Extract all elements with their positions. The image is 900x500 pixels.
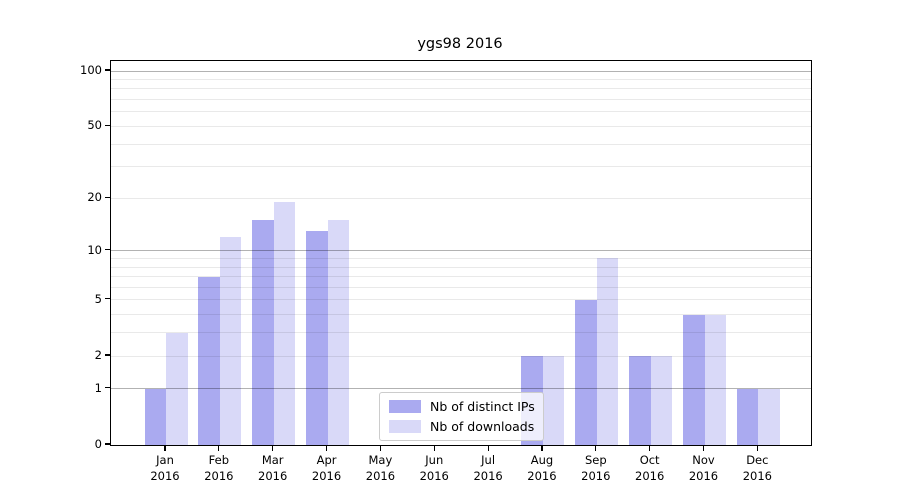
bar-distinct-ips xyxy=(575,299,597,445)
x-tick-month: Oct xyxy=(639,453,660,467)
y-tick-label: 100 xyxy=(80,63,102,78)
x-tick-mark xyxy=(433,445,435,451)
x-tick-mark xyxy=(541,445,543,451)
legend-swatch-distinct-ips xyxy=(389,400,421,413)
x-tick-mark xyxy=(649,445,651,451)
chart-title: ygs98 2016 xyxy=(417,36,503,52)
bars-layer xyxy=(111,61,811,445)
x-tick-mark xyxy=(487,445,489,451)
x-tick-label: Jun 2016 xyxy=(406,453,462,484)
x-tick-mark xyxy=(702,445,705,451)
y-tick-mark xyxy=(104,69,110,71)
x-tick-year: 2016 xyxy=(311,468,342,483)
y-tick-label: 10 xyxy=(87,242,102,257)
legend-swatch-downloads xyxy=(389,420,421,433)
x-tick-month: Jan xyxy=(156,453,174,467)
bar-downloads xyxy=(219,237,242,445)
x-tick-month: Feb xyxy=(208,453,230,467)
legend: Nb of distinct IPs Nb of downloads xyxy=(379,392,544,441)
x-tick-year: 2016 xyxy=(688,468,719,483)
y-tick-mark xyxy=(104,443,110,445)
bar-downloads xyxy=(596,258,619,445)
x-tick-mark xyxy=(164,445,166,451)
x-tick-label: Jan 2016 xyxy=(137,453,193,484)
x-tick-year: 2016 xyxy=(635,468,665,483)
x-tick-month: Jul xyxy=(481,453,496,467)
y-tick-mark xyxy=(104,124,110,127)
x-tick-year: 2016 xyxy=(150,468,180,483)
x-tick-label: Mar 2016 xyxy=(245,453,301,484)
x-tick-label: Oct 2016 xyxy=(622,453,678,484)
x-tick-month: Apr xyxy=(316,453,337,467)
x-tick-year: 2016 xyxy=(473,468,503,483)
y-tick-mark xyxy=(104,354,110,356)
bar-distinct-ips xyxy=(252,220,274,445)
x-tick-year: 2016 xyxy=(204,468,234,483)
x-tick-label: Aug 2016 xyxy=(514,453,570,484)
bar-distinct-ips xyxy=(683,314,705,445)
x-tick-label: Dec 2016 xyxy=(729,453,785,484)
x-tick-mark xyxy=(272,445,274,451)
x-tick-month: Aug xyxy=(530,453,554,467)
bar-downloads xyxy=(704,314,726,445)
x-tick-label: Jul 2016 xyxy=(460,453,516,484)
bar-distinct-ips xyxy=(198,276,220,445)
x-tick-month: Jun xyxy=(425,453,444,467)
x-tick-label: Feb 2016 xyxy=(191,453,247,484)
x-tick-mark xyxy=(595,445,597,451)
bar-downloads xyxy=(650,356,673,445)
y-tick-mark xyxy=(104,196,110,198)
y-tick-label: 1 xyxy=(94,380,102,395)
y-tick-mark xyxy=(104,249,110,251)
bar-downloads xyxy=(327,220,350,445)
bar-distinct-ips xyxy=(144,388,166,445)
bar-downloads xyxy=(758,388,780,445)
x-tick-year: 2016 xyxy=(258,468,288,483)
x-tick-label: Sep 2016 xyxy=(568,453,624,484)
legend-label-downloads: Nb of downloads xyxy=(430,419,535,434)
bar-downloads xyxy=(542,356,565,445)
y-tick-label: 20 xyxy=(87,190,102,205)
legend-entry-downloads: Nb of downloads xyxy=(389,419,534,434)
x-tick-year: 2016 xyxy=(527,468,557,483)
x-tick-year: 2016 xyxy=(419,468,449,483)
x-tick-month: Mar xyxy=(261,453,284,467)
bar-downloads xyxy=(273,202,296,445)
y-tick-mark xyxy=(104,387,110,389)
x-tick-month: Dec xyxy=(746,453,769,467)
x-tick-mark xyxy=(325,445,328,451)
y-tick-label: 0 xyxy=(94,437,102,451)
x-tick-month: May xyxy=(368,453,393,467)
y-tick-label: 50 xyxy=(87,118,102,133)
x-tick-mark xyxy=(379,445,381,451)
x-tick-year: 2016 xyxy=(365,468,396,483)
bar-distinct-ips xyxy=(736,388,759,445)
x-tick-label: Apr 2016 xyxy=(299,453,355,484)
x-tick-label: May 2016 xyxy=(352,453,408,484)
y-tick-label: 5 xyxy=(94,291,102,306)
y-tick-mark xyxy=(104,298,110,300)
x-tick-year: 2016 xyxy=(581,468,611,483)
x-tick-mark xyxy=(756,445,758,451)
bar-downloads xyxy=(166,332,188,445)
bar-distinct-ips xyxy=(629,356,651,445)
x-tick-label: Nov 2016 xyxy=(676,453,732,484)
legend-entry-distinct-ips: Nb of distinct IPs xyxy=(389,399,535,414)
bar-distinct-ips xyxy=(306,231,328,445)
x-tick-month: Nov xyxy=(692,453,715,467)
plot-area: Nb of distinct IPs Nb of downloads xyxy=(110,60,812,446)
legend-label-distinct-ips: Nb of distinct IPs xyxy=(430,399,535,414)
x-tick-mark xyxy=(218,445,220,451)
x-tick-month: Sep xyxy=(584,453,607,467)
y-tick-label: 2 xyxy=(94,347,102,362)
x-tick-year: 2016 xyxy=(742,468,772,483)
